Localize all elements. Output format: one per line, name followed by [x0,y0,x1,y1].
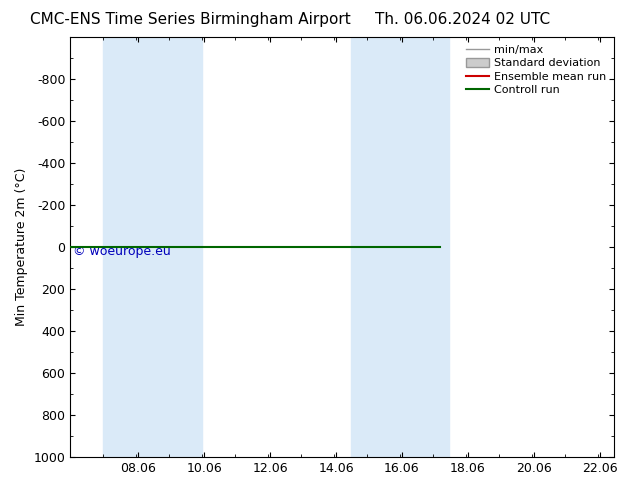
Bar [351,37,400,457]
Legend: min/max, Standard deviation, Ensemble mean run, Controll run: min/max, Standard deviation, Ensemble me… [462,40,611,100]
Bar [400,37,450,457]
Bar [153,37,202,457]
Y-axis label: Min Temperature 2m (°C): Min Temperature 2m (°C) [15,168,28,326]
Text: CMC-ENS Time Series Birmingham Airport: CMC-ENS Time Series Birmingham Airport [30,12,351,27]
Text: © woeurope.eu: © woeurope.eu [73,245,171,258]
Bar [103,37,153,457]
Text: Th. 06.06.2024 02 UTC: Th. 06.06.2024 02 UTC [375,12,550,27]
